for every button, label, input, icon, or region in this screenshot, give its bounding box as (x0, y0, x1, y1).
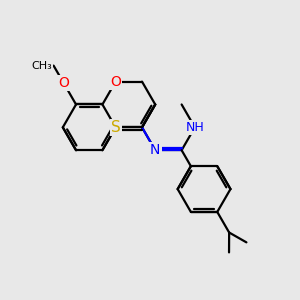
Text: S: S (111, 120, 121, 135)
Text: CH₃: CH₃ (31, 61, 52, 70)
Text: NH: NH (185, 121, 204, 134)
Text: O: O (58, 76, 69, 90)
Text: O: O (110, 75, 121, 88)
Text: N: N (150, 143, 160, 157)
